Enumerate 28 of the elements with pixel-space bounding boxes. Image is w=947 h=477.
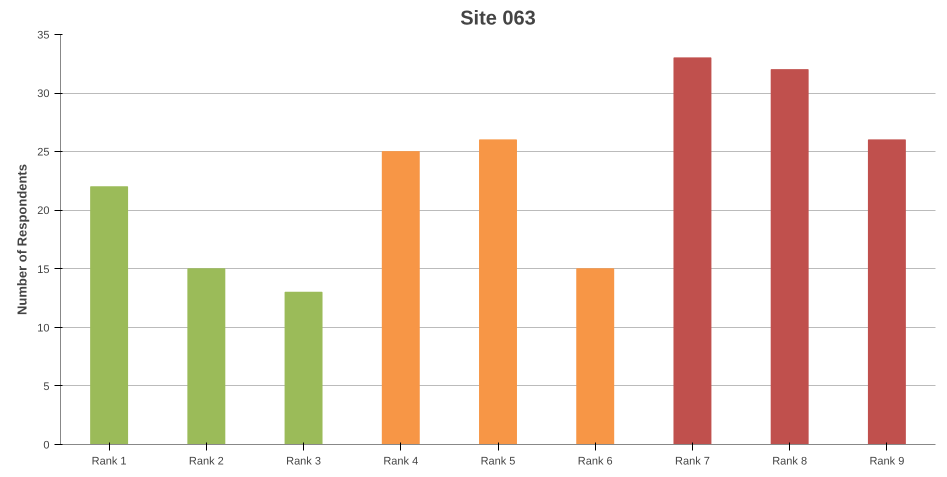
bar [382,151,420,444]
x-tick-label: Rank 7 [675,456,710,468]
x-tick-label: Rank 3 [286,456,321,468]
bar [770,69,809,444]
bar [868,139,906,444]
bar [673,57,712,444]
y-tick-label: 20 [37,205,50,218]
y-tick-label: 0 [43,440,50,452]
y-tick-label: 35 [37,30,50,42]
bar [479,139,517,444]
x-tick-label: Rank 8 [772,456,808,468]
y-tick-label: 30 [37,88,50,100]
y-tick-label: 25 [37,146,50,159]
bar [576,268,614,444]
x-tick-label: Rank 1 [92,456,127,468]
chart-title: Site 063 [460,8,536,30]
x-tick-label: Rank 5 [480,456,516,468]
x-tick-label: Rank 2 [188,456,224,468]
y-tick-label: 5 [43,380,50,393]
y-tick-label: 10 [37,322,50,334]
x-tick-label: Rank 4 [383,456,418,468]
y-tick-label: 15 [37,264,50,276]
bar [90,186,128,444]
y-axis-title: Number of Respondents [14,164,30,315]
x-tick-label: Rank 9 [869,456,904,468]
bar [187,268,226,444]
bar [284,292,323,444]
x-tick-label: Rank 6 [578,456,613,468]
